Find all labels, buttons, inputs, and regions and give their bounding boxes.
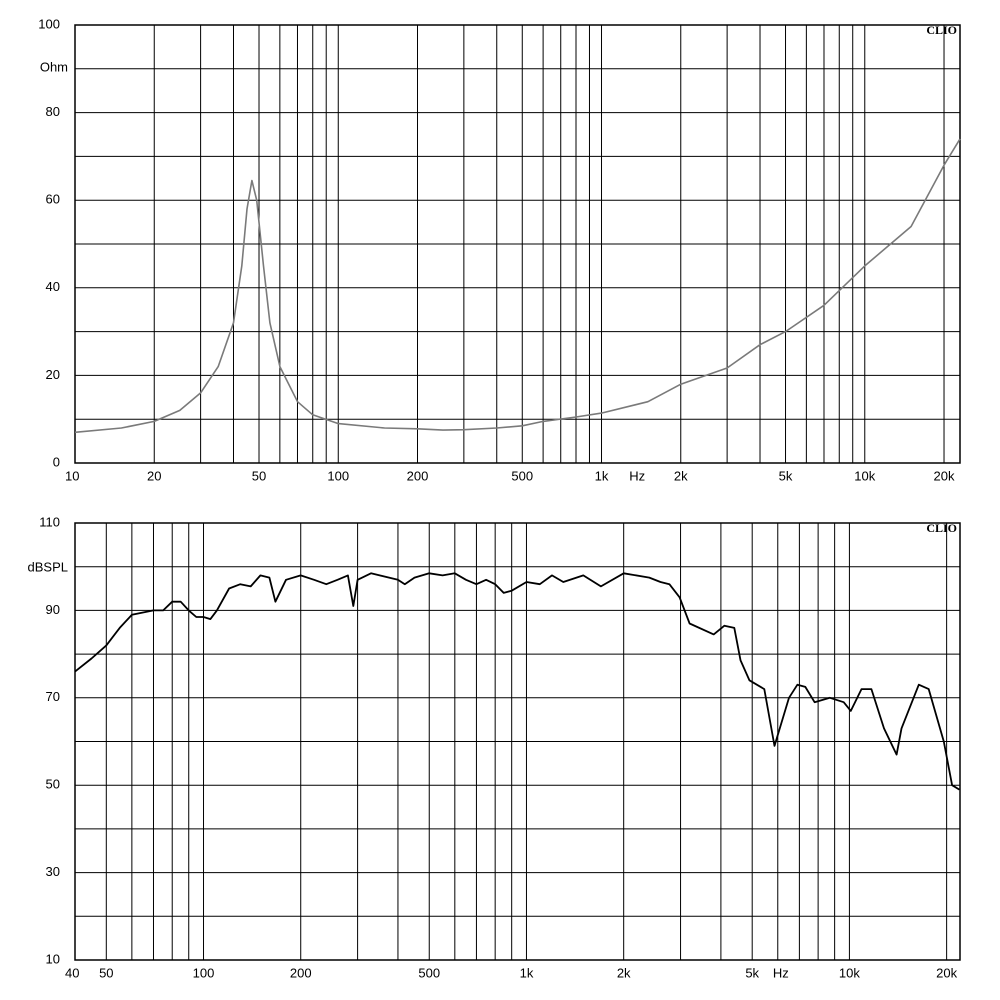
x-tick-label: 10 xyxy=(65,468,79,483)
y-tick-label: 0 xyxy=(53,454,60,469)
x-tick-label: 200 xyxy=(290,965,312,980)
x-unit: Hz xyxy=(629,468,645,483)
x-tick-label: 500 xyxy=(511,468,533,483)
y-tick-label: 70 xyxy=(46,689,60,704)
x-tick-label: 20 xyxy=(147,468,161,483)
y-tick-label: 50 xyxy=(46,777,60,792)
x-tick-label: 20k xyxy=(936,965,957,980)
y-tick-label: 20 xyxy=(46,367,60,382)
x-tick-label: 1k xyxy=(595,468,609,483)
x-tick-label: 20k xyxy=(934,468,955,483)
x-tick-label: 5k xyxy=(745,965,759,980)
x-tick-label: 2k xyxy=(617,965,631,980)
y-tick-label: 40 xyxy=(46,279,60,294)
x-tick-label: 50 xyxy=(99,965,113,980)
x-tick-label: 1k xyxy=(520,965,534,980)
y-unit: Ohm xyxy=(40,59,68,74)
y-tick-label: 60 xyxy=(46,192,60,207)
y-tick-label: 30 xyxy=(46,864,60,879)
y-unit: dBSPL xyxy=(28,559,68,574)
y-tick-label: 100 xyxy=(38,16,60,31)
y-tick-label: 90 xyxy=(46,602,60,617)
data-line xyxy=(74,138,961,434)
data-line xyxy=(74,572,960,791)
brand: CLIO xyxy=(926,521,957,535)
x-tick-label: 10k xyxy=(854,468,875,483)
brand: CLIO xyxy=(926,23,957,37)
x-tick-label: 100 xyxy=(193,965,215,980)
x-tick-label: 500 xyxy=(418,965,440,980)
x-tick-label: 50 xyxy=(252,468,266,483)
x-tick-label: 10k xyxy=(839,965,860,980)
x-tick-label: 40 xyxy=(65,965,79,980)
x-unit: Hz xyxy=(773,965,789,980)
x-tick-label: 5k xyxy=(779,468,793,483)
y-tick-label: 80 xyxy=(46,104,60,119)
x-tick-label: 200 xyxy=(407,468,429,483)
y-tick-label: 10 xyxy=(46,951,60,966)
x-tick-label: 2k xyxy=(674,468,688,483)
y-tick-label: 110 xyxy=(39,514,60,529)
x-tick-label: 100 xyxy=(327,468,349,483)
